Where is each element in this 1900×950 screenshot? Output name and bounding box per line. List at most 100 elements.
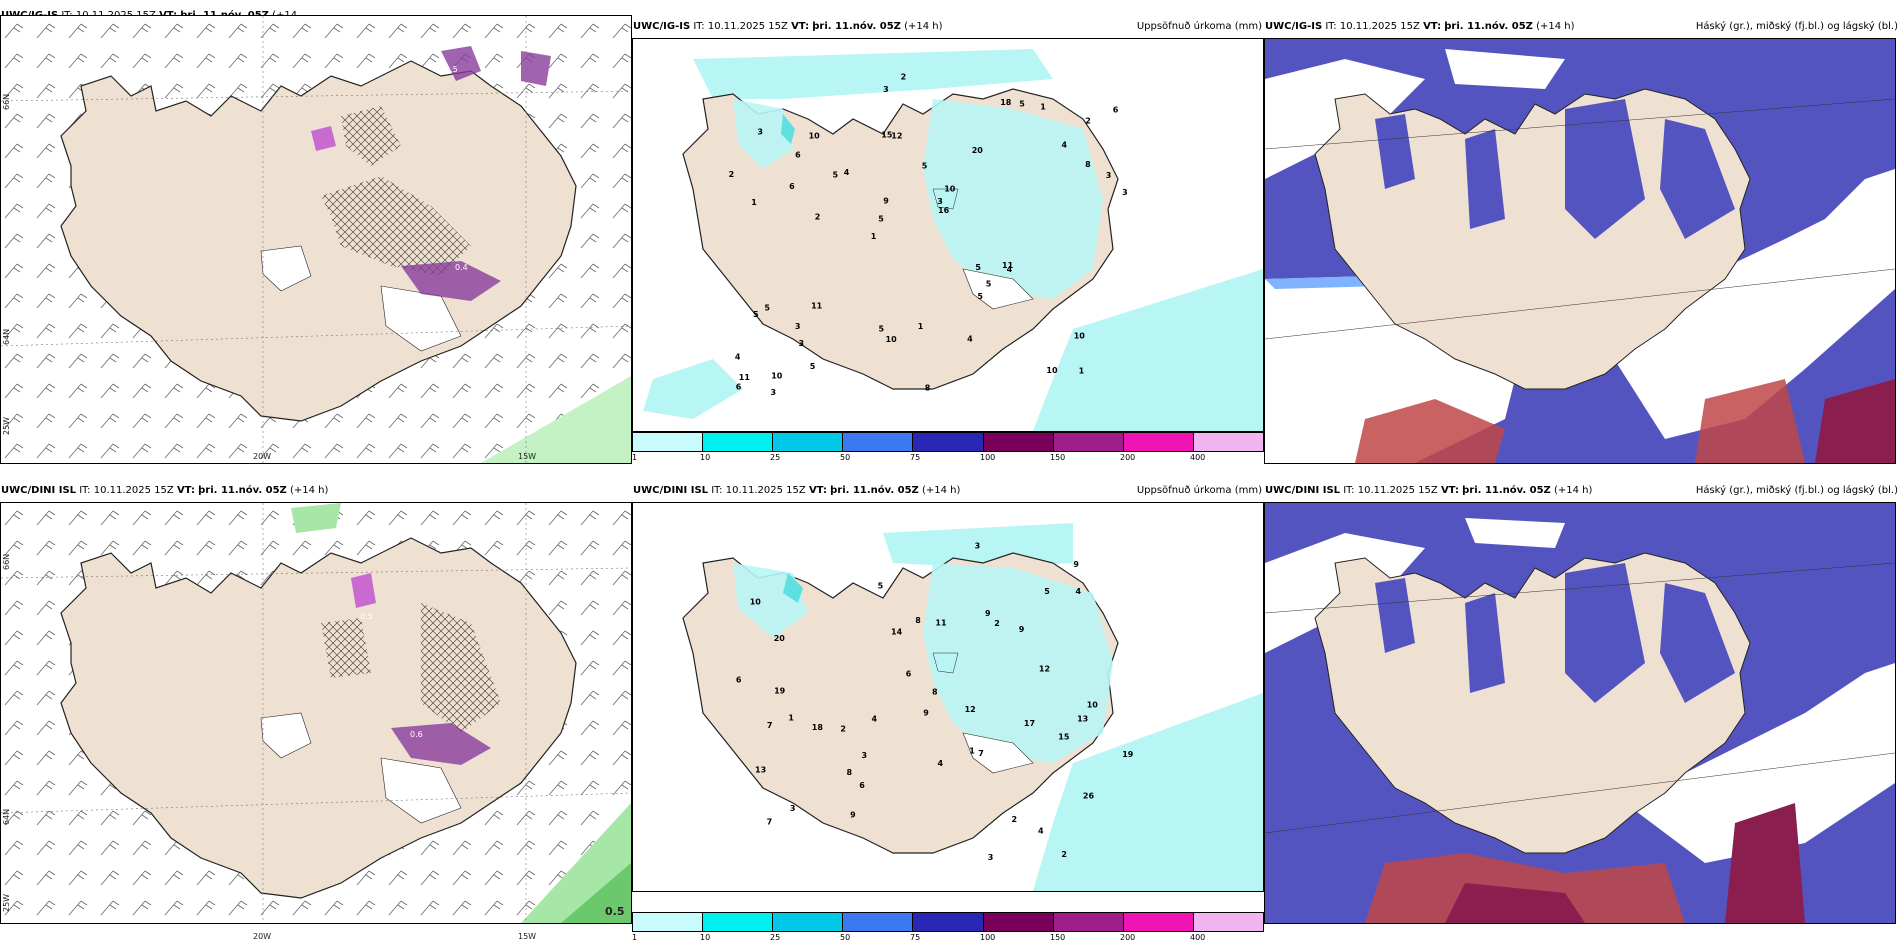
tick-label: 200 bbox=[1120, 453, 1136, 462]
map-title: Uppsöfnuð úrkoma (mm) bbox=[1136, 21, 1262, 32]
map-precip-top[interactable]: 1 1 2 1 20 10 15 5 5 4 4 3 12 10 4 3 3 3 5 8 5 5 9 10 18 11 10 10 11… bbox=[632, 38, 1264, 432]
colorbar-segment bbox=[703, 433, 774, 451]
colorbar-ticks: 1 10 25 50 75 100 150 200 400 bbox=[632, 933, 1262, 945]
model-name: UWC/IG-IS bbox=[1265, 21, 1323, 32]
model-name: UWC/IG-IS bbox=[633, 21, 691, 32]
lat-label-64: 64N bbox=[2, 808, 11, 825]
lon-label-20: 20W bbox=[253, 452, 272, 461]
precip-value-label: 3 bbox=[790, 804, 796, 813]
precip-value-label: 15 bbox=[1058, 732, 1070, 741]
colorbar-ticks: 1 10 25 50 75 100 150 200 400 bbox=[632, 453, 1262, 465]
it-label: IT: bbox=[1325, 21, 1337, 32]
precip-value-label: 12 bbox=[965, 705, 976, 714]
precip-value-label: 19 bbox=[1122, 750, 1134, 759]
precip-value-label: 7 bbox=[767, 818, 773, 827]
precip-value-label: 11 bbox=[1002, 261, 1014, 270]
precip-value-label: 8 bbox=[915, 616, 921, 625]
map-wind-bottom[interactable] bbox=[0, 502, 632, 924]
lead-time: (+14 h) bbox=[1536, 21, 1575, 32]
precip-value-label: 26 bbox=[1083, 792, 1095, 801]
precip-value-label: 10 bbox=[1046, 366, 1058, 375]
precip-value-label: 4 bbox=[1062, 141, 1068, 150]
precip-value-label: 1 bbox=[751, 198, 757, 207]
precip-value-label: 11 bbox=[811, 301, 823, 310]
precip-value-label: 4 bbox=[844, 168, 850, 177]
colorbar-segment bbox=[913, 433, 984, 451]
precip-value-label: 12 bbox=[1039, 665, 1050, 674]
corner-value-label: 0.5 bbox=[605, 905, 625, 918]
precip-value-label: 6 bbox=[789, 182, 795, 191]
map-precip-bottom[interactable]: 2 1 1 10 26 20 3 2 9 8 2 4 6 5 12 13 17 8 6 7 9 11 12 19 10 19 18 9… bbox=[632, 502, 1264, 892]
precip-value-label: 5 bbox=[764, 303, 770, 312]
value-label: 0.6 bbox=[410, 730, 423, 739]
lon-label-25: 25W bbox=[2, 893, 11, 912]
lon-label-25: 25W bbox=[2, 416, 11, 435]
map-wind-top[interactable] bbox=[0, 15, 632, 464]
precip-value-label: 8 bbox=[1085, 160, 1091, 169]
precip-value-label: 18 bbox=[1000, 98, 1012, 107]
panel-dini-clouds: UWC/DINI ISL IT: 10.11.2025 15Z VT: þri.… bbox=[1264, 480, 1900, 950]
colorbar-segment bbox=[1123, 913, 1194, 931]
precip-value-label: 5 bbox=[833, 170, 839, 179]
colorbar-segment bbox=[913, 913, 984, 931]
precip-value-label: 5 bbox=[977, 292, 983, 301]
it-value: 10.11.2025 15Z bbox=[1339, 21, 1420, 32]
precip-value-label: 5 bbox=[922, 162, 928, 171]
tick-label: 100 bbox=[980, 933, 996, 942]
map-title: Háský (gr.), miðský (fj.bl.) og lágský (… bbox=[1695, 21, 1898, 32]
tick-label: 50 bbox=[840, 933, 851, 942]
map-clouds-top[interactable] bbox=[1264, 38, 1896, 464]
precip-value-label: 8 bbox=[925, 384, 931, 393]
vt-value: þri. 11.nóv. 05Z bbox=[830, 485, 919, 496]
vt-value: þri. 11.nóv. 05Z bbox=[1462, 485, 1551, 496]
precip-value-label: 2 bbox=[901, 73, 907, 82]
precip-value-label: 1 bbox=[788, 714, 794, 723]
tick-label: 25 bbox=[770, 453, 781, 462]
precip-value-label: 4 bbox=[967, 334, 973, 343]
lead-time: (+14 h) bbox=[921, 485, 961, 496]
panel-header: UWC/DINI ISL IT: 10.11.2025 15Z VT: þri.… bbox=[1264, 480, 1900, 502]
precip-value-label: 7 bbox=[767, 721, 773, 730]
vt-label: VT: bbox=[791, 21, 810, 32]
precip-value-label: 18 bbox=[812, 723, 824, 732]
precip-value-label: 11 bbox=[935, 619, 947, 628]
precip-value-label: 6 bbox=[736, 676, 742, 685]
precip-value-label: 1 bbox=[969, 747, 975, 756]
colorbar-segment bbox=[633, 913, 704, 931]
precip-value-label: 16 bbox=[938, 206, 950, 215]
precip-value-label: 4 bbox=[938, 759, 944, 768]
panel-header: UWC/IG-IS IT: 10.11.2025 15Z VT: þri. 11… bbox=[632, 16, 1264, 38]
tick-label: 10 bbox=[700, 933, 711, 942]
panel-ig-is-clouds: UWC/IG-IS IT: 10.11.2025 15Z VT: þri. 11… bbox=[1264, 0, 1900, 470]
colorbar-segment bbox=[1193, 433, 1263, 451]
tick-label: 1 bbox=[632, 933, 638, 942]
precip-value-label: 5 bbox=[878, 215, 884, 224]
tick-label: 1 bbox=[632, 453, 638, 462]
lat-label-64: 64N bbox=[2, 328, 11, 345]
precip-value-label: 19 bbox=[774, 686, 786, 695]
it-label: IT: bbox=[711, 485, 723, 496]
precip-value-label: 10 bbox=[1087, 701, 1099, 710]
precip-value-label: 3 bbox=[883, 85, 889, 94]
colorbar-segment bbox=[773, 913, 844, 931]
tick-label: 200 bbox=[1120, 933, 1136, 942]
value-label: 0.5 bbox=[360, 612, 373, 621]
lon-label-15: 15W bbox=[518, 932, 537, 941]
precip-value-label: 5 bbox=[975, 263, 981, 272]
precip-value-label: 6 bbox=[859, 781, 865, 790]
precip-value-label: 4 bbox=[872, 715, 878, 724]
precip-value-label: 1 bbox=[1040, 103, 1046, 112]
model-name: UWC/DINI ISL bbox=[633, 485, 709, 496]
map-clouds-bottom[interactable] bbox=[1264, 502, 1896, 924]
map-title: Háský (gr.), miðský (fj.bl.) og lágský (… bbox=[1695, 485, 1898, 496]
colorbar-segment bbox=[983, 913, 1054, 931]
precip-value-label: 14 bbox=[891, 627, 903, 636]
precip-value-label: 13 bbox=[755, 766, 766, 775]
precip-value-label: 2 bbox=[1085, 117, 1091, 126]
precip-value-label: 4 bbox=[1007, 265, 1013, 274]
vt-label: VT: bbox=[1423, 21, 1442, 32]
colorbar-segment bbox=[1053, 913, 1124, 931]
panel-header: UWC/DINI ISL IT: 10.11.2025 15Z VT: þri.… bbox=[0, 480, 632, 502]
precip-value-label: 9 bbox=[1073, 560, 1079, 569]
it-value: 10.11.2025 15Z bbox=[1357, 485, 1438, 496]
